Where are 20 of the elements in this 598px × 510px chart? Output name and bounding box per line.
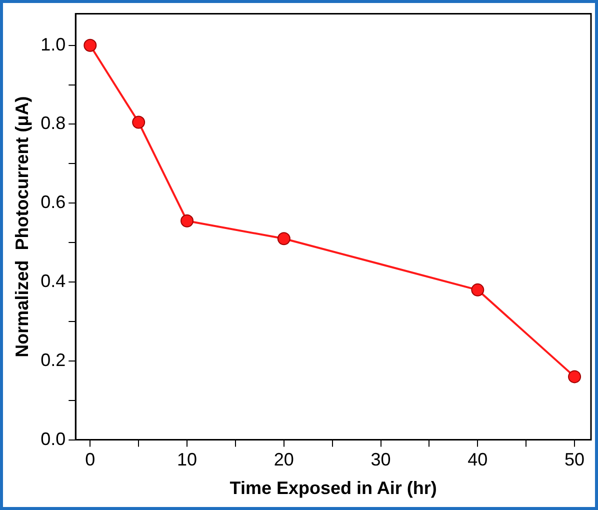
x-tick-label: 20 [274,450,294,470]
y-axis-title: Normalized Photocurrent (μA) [12,96,32,358]
x-tick-label: 50 [564,450,585,470]
y-tick-label: 0.4 [40,270,66,291]
point [84,38,97,52]
x-tick-label: 10 [177,450,198,470]
x-tick-label: 40 [468,450,488,470]
point [180,214,194,228]
y-tick-label: 0.8 [40,113,66,134]
y-tick-label: 0.6 [40,192,66,212]
point [471,283,484,296]
y-tick-label: 0.2 [40,350,66,370]
x-tick-label: 30 [370,450,391,470]
x-tick-label: 0 [85,450,96,470]
point [568,370,582,384]
y-tick-label: 0.0 [40,428,66,449]
point [132,116,146,129]
point [277,232,290,246]
x-axis-title: Time Exposed in Air (hr) [230,478,437,498]
y-tick-label: 1.0 [40,34,66,54]
